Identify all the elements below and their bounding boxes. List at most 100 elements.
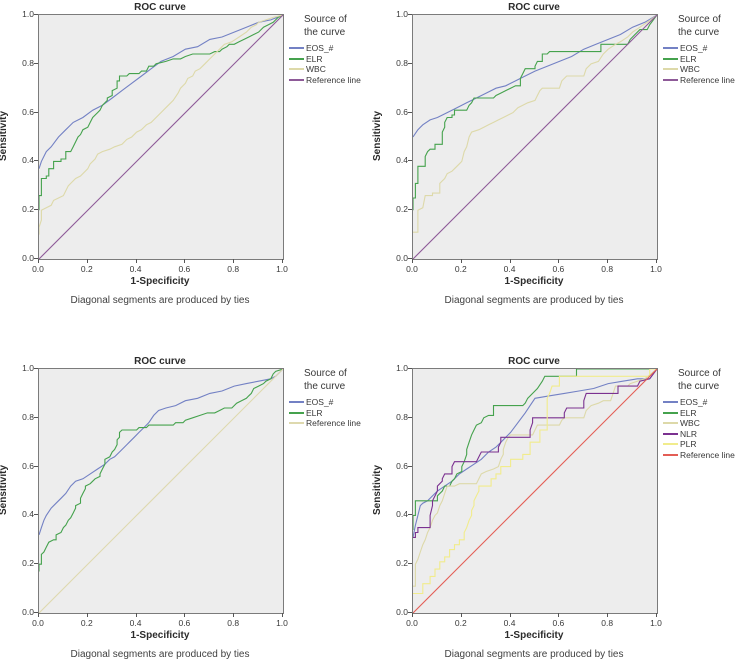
legend-swatch <box>289 47 304 50</box>
plot-area <box>38 14 284 260</box>
y-tick-label: 0.0 <box>22 607 34 617</box>
x-tick-mark <box>460 259 462 263</box>
y-tick-label: 0.2 <box>396 558 408 569</box>
y-tick-label: 0.0 <box>396 607 408 617</box>
legend-item: WBC <box>663 418 747 429</box>
legend-label: Reference line <box>680 74 735 85</box>
y-tick-label: 1.0 <box>396 363 408 373</box>
y-tick-mark <box>34 416 38 418</box>
y-tick-mark <box>408 258 412 259</box>
y-tick-label: 0.6 <box>396 106 408 117</box>
roc-curve-EOS_# <box>413 369 657 538</box>
x-tick-mark <box>38 613 39 617</box>
x-tick-mark <box>184 613 186 617</box>
y-axis-label: Sensitivity <box>0 464 9 516</box>
x-tick-mark <box>184 259 186 263</box>
roc-curve-WBC <box>39 15 283 235</box>
x-tick-label: 0.2 <box>454 264 467 274</box>
plot-area <box>38 368 284 614</box>
legend-title: Source of the curve <box>304 14 347 38</box>
y-axis-label: Sensitivity <box>372 110 383 162</box>
x-tick-mark <box>460 613 462 617</box>
roc-panel-top-left: ROC curve Sensitivity 1-Specificity Diag… <box>0 0 374 330</box>
x-tick-mark <box>86 259 88 263</box>
y-tick-mark <box>408 416 412 418</box>
chart-title: ROC curve <box>134 2 186 13</box>
legend-swatch <box>663 47 678 50</box>
chart-title: ROC curve <box>508 2 560 13</box>
y-tick-label: 0.4 <box>396 509 408 520</box>
y-tick-mark <box>408 612 412 613</box>
legend-swatch <box>289 401 304 404</box>
x-tick-label: 1.0 <box>276 264 288 274</box>
y-tick-mark <box>34 62 38 64</box>
legend-swatch <box>663 401 678 404</box>
roc-curve-EOS_# <box>413 15 657 138</box>
legend-swatch <box>663 57 678 60</box>
x-axis-label: 1-Specificity <box>130 630 190 641</box>
roc-curve-ELR <box>39 369 283 572</box>
y-tick-label: 0.2 <box>396 204 408 215</box>
roc-curve-PLR <box>413 369 657 595</box>
legend-label: ELR <box>306 53 323 64</box>
legend-swatch <box>663 453 678 456</box>
ties-caption: Diagonal segments are produced by ties <box>70 295 250 306</box>
x-tick-label: 0.4 <box>503 264 516 274</box>
y-tick-mark <box>34 514 38 516</box>
roc-curve-WBC <box>413 15 657 233</box>
y-tick-label: 0.2 <box>22 204 34 215</box>
legend-swatch <box>663 422 678 425</box>
y-tick-mark <box>34 14 38 15</box>
x-tick-mark <box>233 613 235 617</box>
y-tick-mark <box>408 368 412 369</box>
legend-swatch <box>289 68 304 71</box>
panel-inner: ROC curve Sensitivity 1-Specificity Diag… <box>372 2 749 332</box>
legend-item: EOS_# <box>663 43 747 54</box>
y-tick-label: 0.4 <box>22 155 34 166</box>
roc-curve-EOS_# <box>39 15 283 169</box>
x-axis-label: 1-Specificity <box>130 276 190 287</box>
x-tick-mark <box>607 613 609 617</box>
y-tick-mark <box>34 111 38 113</box>
legend-item: PLR <box>663 439 747 450</box>
x-tick-mark <box>135 613 137 617</box>
y-tick-label: 0.6 <box>22 106 34 117</box>
y-tick-label: 1.0 <box>396 9 408 19</box>
legend-label: Reference line <box>306 418 361 429</box>
y-tick-mark <box>408 563 412 565</box>
y-tick-mark <box>34 612 38 613</box>
ties-caption: Diagonal segments are produced by ties <box>444 295 624 306</box>
legend-item: Reference line <box>663 450 747 461</box>
legend-items: EOS_# ELR WBC NLR PLR Reference line <box>663 397 747 460</box>
x-tick-mark <box>656 259 657 263</box>
x-tick-mark <box>509 613 511 617</box>
legend-item: EOS_# <box>289 43 373 54</box>
x-axis-label: 1-Specificity <box>504 630 564 641</box>
x-tick-mark <box>412 613 413 617</box>
legend-swatch <box>663 443 678 446</box>
legend-label: EOS_# <box>306 397 334 408</box>
legend-item: NLR <box>663 429 747 440</box>
plot-area <box>412 368 658 614</box>
y-tick-label: 0.0 <box>22 253 34 263</box>
legend-items: EOS_# ELR WBC Reference line <box>289 43 373 85</box>
legend-item: ELR <box>289 408 373 419</box>
y-tick-mark <box>34 258 38 259</box>
y-tick-mark <box>34 368 38 369</box>
x-tick-label: 0.8 <box>227 264 240 274</box>
roc-curve-Reference line <box>413 15 657 259</box>
x-tick-mark <box>412 259 413 263</box>
x-tick-label: 0.0 <box>32 618 44 628</box>
x-tick-label: 0.0 <box>32 264 44 274</box>
y-tick-label: 0.0 <box>396 253 408 263</box>
legend: Source of the curve EOS_# ELR WBC Reference… <box>663 14 747 85</box>
legend-label: WBC <box>680 418 700 429</box>
y-tick-mark <box>34 465 38 467</box>
y-tick-label: 0.4 <box>22 509 34 520</box>
x-tick-label: 0.2 <box>80 618 93 628</box>
x-tick-mark <box>282 613 283 617</box>
legend-label: EOS_# <box>306 43 334 54</box>
ties-caption: Diagonal segments are produced by ties <box>70 649 250 660</box>
x-tick-label: 0.8 <box>601 264 614 274</box>
x-tick-label: 0.6 <box>552 618 565 628</box>
